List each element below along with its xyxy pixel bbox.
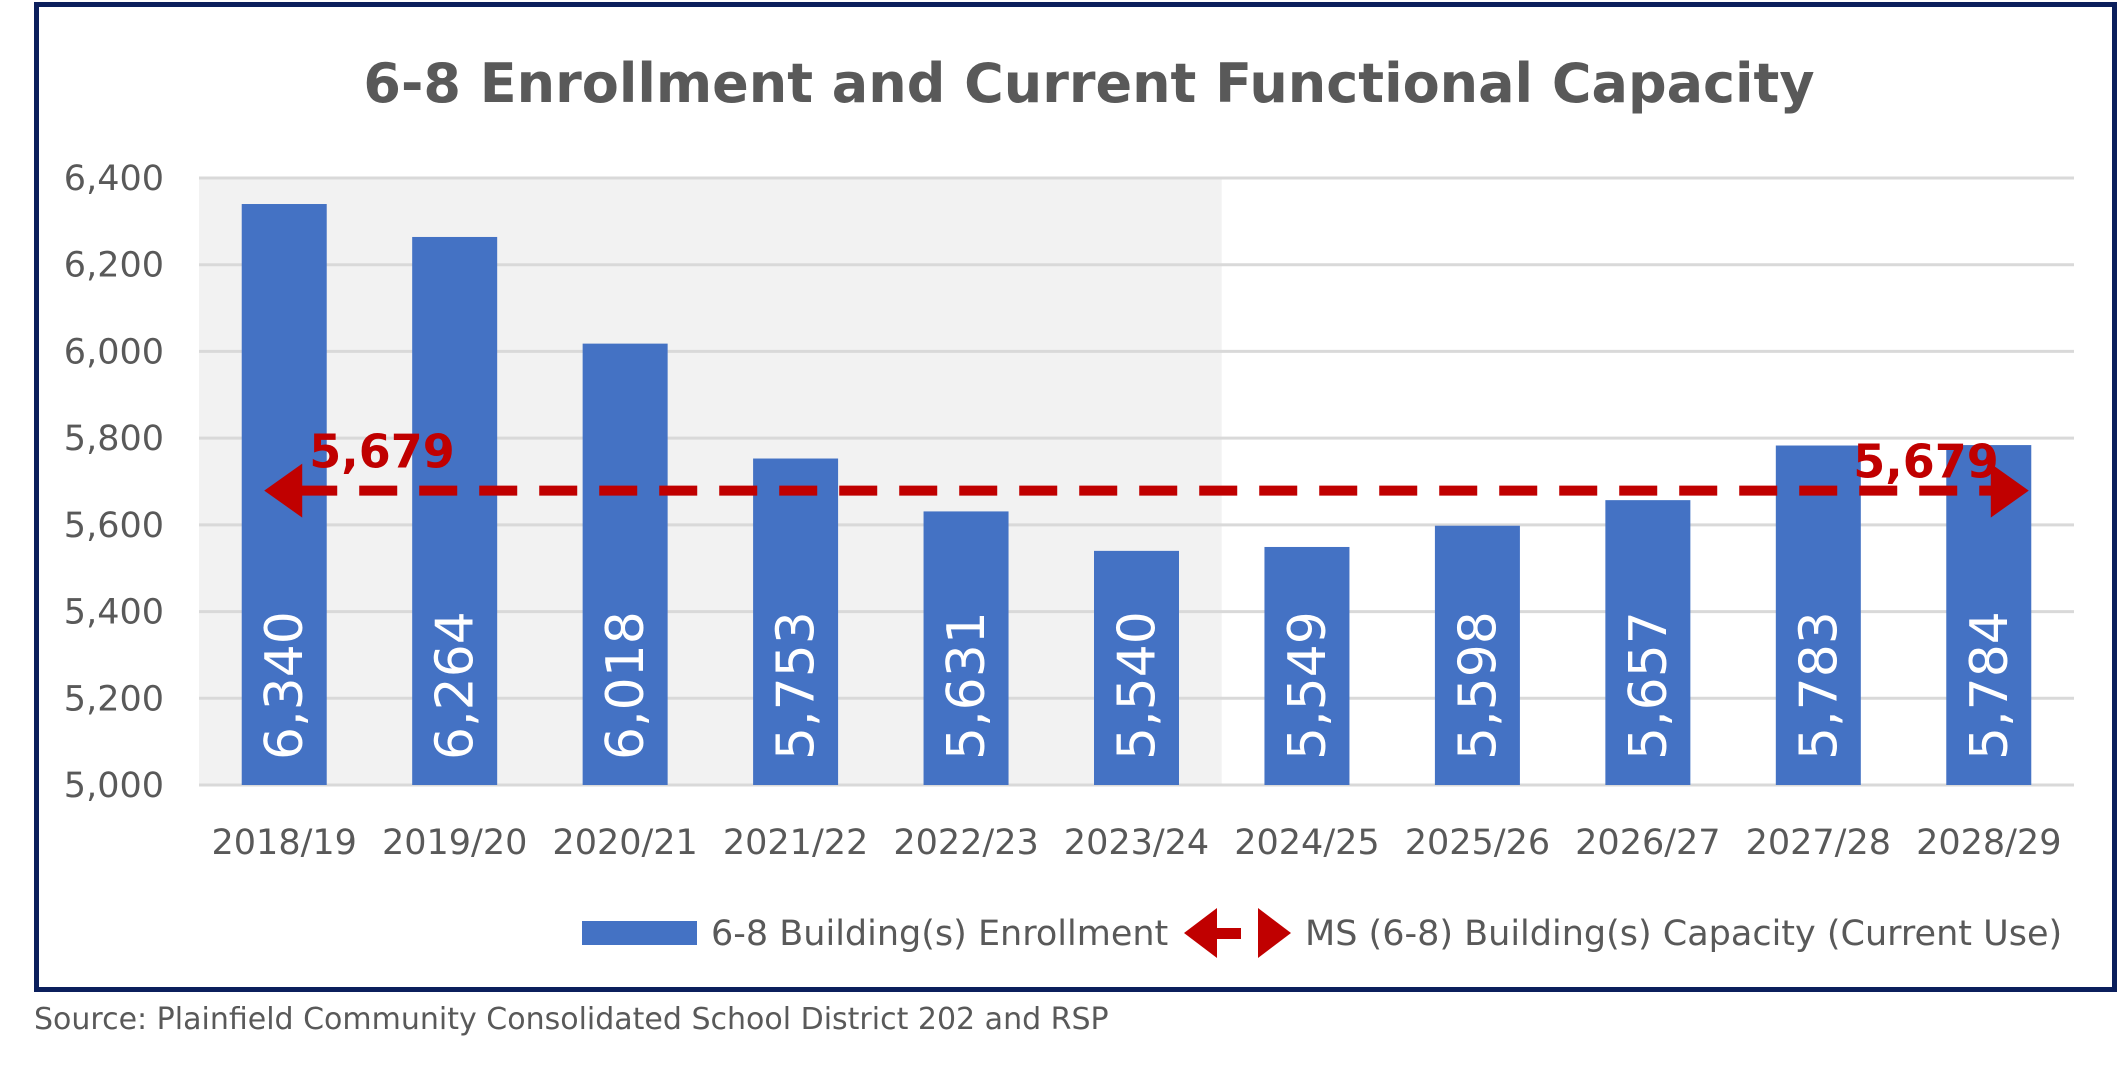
y-tick-label: 6,000 (64, 332, 164, 372)
capacity-arrow-right (1990, 463, 2029, 518)
bar-value-label: 6,264 (426, 611, 486, 760)
x-tick-label: 2027/28 (1746, 823, 1891, 863)
bar-value-label: 5,657 (1619, 611, 1679, 760)
x-tick-label: 2028/29 (1916, 823, 2061, 863)
bar-value-label: 5,598 (1448, 611, 1508, 760)
y-tick-label: 5,000 (64, 766, 164, 806)
x-tick-label: 2018/19 (212, 823, 357, 863)
legend-arrow-left (1184, 908, 1217, 958)
x-tick-label: 2025/26 (1405, 823, 1550, 863)
y-tick-label: 6,200 (64, 246, 164, 286)
source-note: Source: Plainfield Community Consolidate… (34, 1002, 1109, 1037)
bar (412, 236, 498, 786)
bar-value-label: 6,340 (255, 611, 315, 760)
bar (753, 458, 839, 785)
chart-svg: 5,000 5,200 5,400 5,600 5,800 6,000 6,200 6,400… (64, 52, 2074, 958)
bar (923, 511, 1009, 785)
bar (1434, 525, 1520, 785)
x-tick-label: 2020/21 (552, 823, 697, 863)
bar-value-label: 5,784 (1960, 611, 2020, 760)
chart-title: 6-8 Enrollment and Current Functional Ca… (363, 52, 1814, 115)
x-tick-label: 2021/22 (723, 823, 868, 863)
legend-capacity-label: MS (6-8) Building(s) Capacity (Current U… (1305, 914, 2062, 954)
chart-frame: 5,000 5,200 5,400 5,600 5,800 6,000 6,200 6,400… (34, 2, 2117, 992)
legend-arrow-right (1258, 908, 1291, 958)
y-tick-label: 5,800 (64, 419, 164, 459)
bar (582, 343, 668, 785)
x-tick-label: 2022/23 (893, 823, 1038, 863)
bar-value-label: 5,631 (937, 611, 997, 760)
x-tick-label: 2024/25 (1234, 823, 1379, 863)
x-tick-label: 2023/24 (1064, 823, 1209, 863)
bar (1946, 445, 2032, 785)
bar-value-label: 5,540 (1108, 611, 1168, 760)
capacity-label-left: 5,679 (309, 425, 455, 479)
historical-shade (199, 178, 1222, 785)
bar (1094, 550, 1179, 785)
bar-value-label: 5,753 (767, 611, 827, 760)
capacity-arrow-left (264, 463, 303, 518)
legend-bar-swatch (582, 921, 697, 945)
bar-value-label: 5,549 (1278, 611, 1338, 760)
capacity-label-right: 5,679 (1853, 435, 1999, 489)
y-tick-label: 5,600 (64, 506, 164, 546)
x-tick-label: 2019/20 (382, 823, 527, 863)
bar (1605, 500, 1691, 785)
x-tick-label: 2026/27 (1575, 823, 1720, 863)
legend-arrow-shaft (1215, 928, 1241, 939)
legend-bar-label: 6-8 Building(s) Enrollment (711, 914, 1168, 954)
y-tick-label: 5,200 (64, 679, 164, 719)
y-tick-label: 6,400 (64, 159, 164, 199)
bar-value-label: 6,018 (596, 611, 656, 760)
bar (1264, 546, 1350, 785)
bar-value-label: 5,783 (1789, 611, 1849, 760)
y-tick-label: 5,400 (64, 593, 164, 633)
bar (1775, 445, 1861, 785)
